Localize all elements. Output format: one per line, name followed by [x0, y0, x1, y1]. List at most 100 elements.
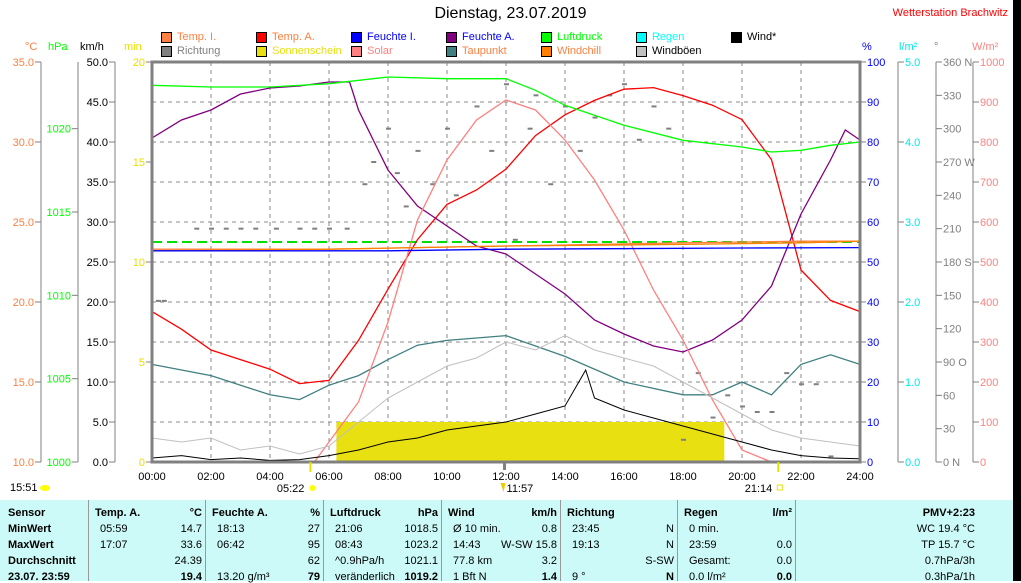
legend-label: Luftdruck — [557, 31, 603, 43]
cell-value: N — [666, 539, 674, 551]
axis-unit-wind: km/h — [80, 41, 104, 53]
stats-table: Sensor MinWert MaxWert Durchschnitt 23.07. 2… — [0, 500, 1013, 583]
legend-swatch — [351, 31, 362, 43]
legend-label: Solar — [367, 45, 393, 57]
axis-tick-label: 270 W — [943, 157, 975, 169]
cell-label: 06:42 — [217, 539, 245, 551]
legend-item: Windböen — [636, 45, 702, 57]
sunset-label: 21:14 — [745, 483, 773, 495]
cell-label: 17:07 — [100, 539, 128, 551]
axis-tick-label: 50.0 — [87, 57, 108, 69]
cell-label: ^0.9hPa/h — [335, 555, 385, 567]
legend-swatch — [256, 45, 267, 57]
direction-point — [769, 411, 775, 413]
axis-tick-label: 500 — [980, 257, 998, 269]
axis-tick-label: 360 N — [943, 57, 972, 69]
column-title: Wind — [448, 507, 475, 519]
axis-tick-label: 25.0 — [13, 217, 34, 229]
extra-value: PMV+2:23 — [922, 507, 975, 519]
direction-point — [622, 83, 627, 86]
legend-swatch — [636, 45, 647, 57]
cell-value: W-SW 15.8 — [500, 539, 557, 551]
cell-value: 62 — [307, 555, 320, 567]
direction-point — [273, 227, 279, 230]
legend-swatch — [446, 31, 457, 43]
axis-tick-label: 150 — [943, 290, 961, 302]
axis-tick-label: 20.0 — [13, 297, 34, 309]
cell-value: 95 — [307, 539, 320, 551]
axis-tick-label: 0.0 — [905, 457, 920, 469]
axis-tick-label: 1005 — [47, 374, 71, 386]
row-label: Durchschnitt — [8, 555, 76, 567]
direction-point — [161, 299, 167, 302]
axis-tick-label: 15.0 — [13, 377, 34, 389]
legend-swatch — [161, 31, 172, 43]
cell-value: 79 — [307, 571, 320, 583]
cell-value: S-SW — [645, 555, 674, 567]
direction-point — [194, 227, 200, 230]
direction-point — [209, 227, 214, 230]
legend-label: Windböen — [652, 45, 702, 57]
axis-tick-label: 100 — [980, 417, 998, 429]
legend-swatch — [446, 45, 457, 57]
direction-point — [695, 372, 701, 375]
column-title: Temp. A. — [95, 507, 141, 519]
x-tick-label: 08:00 — [374, 471, 402, 483]
cell-label: 14:43 — [453, 539, 481, 551]
column-unit: l/m² — [772, 507, 792, 519]
current-time-label: 15:51 — [10, 482, 38, 494]
direction-point — [238, 227, 244, 230]
axis-tick-label: 240 — [943, 190, 961, 202]
cell-label: 23:45 — [572, 523, 600, 535]
legend-label: Temp. I. — [177, 31, 217, 43]
legend-item: Taupunkt — [446, 45, 507, 57]
legend-item: Luftdruck — [541, 31, 602, 43]
axis-tick-label: 900 — [980, 97, 998, 109]
legend-item: Wind* — [731, 31, 776, 43]
axis-tick-label: 0 — [867, 457, 873, 469]
axis-tick-label: 40.0 — [87, 137, 108, 149]
legend-item: Feuchte A. — [446, 31, 515, 43]
cell-label: 77.8 km — [453, 555, 493, 567]
cell-label: 05:59 — [100, 523, 128, 535]
cell-value: 1.4 — [541, 571, 557, 583]
axis-tick-label: 100 — [867, 57, 885, 69]
column-unit: hPa — [417, 507, 438, 519]
direction-point — [784, 372, 790, 375]
axis-tick-label: 15 — [133, 157, 145, 169]
axis-tick-label: 1000 — [980, 57, 1004, 69]
extra-value: 0.7hPa/3h — [924, 555, 975, 567]
series-line-taupunkt — [151, 334, 861, 401]
axis-tick-label: 5 — [139, 357, 145, 369]
row-label: MinWert — [8, 523, 52, 535]
cell-label: 1 Bft N — [453, 571, 487, 583]
axis-tick-label: 300 — [980, 337, 998, 349]
cell-value: 0.0 — [776, 571, 792, 583]
legend-item: Feuchte I. — [351, 31, 416, 43]
legend-swatch — [541, 45, 552, 57]
axis-tick-label: 70 — [867, 177, 879, 189]
sunrise-label: 05:22 — [277, 483, 305, 495]
direction-point — [548, 183, 554, 186]
series-line-luftdruck — [151, 76, 861, 153]
column-unit: % — [310, 507, 320, 519]
cell-label: 0.0 l/m² — [689, 571, 726, 583]
legend-swatch — [636, 31, 647, 43]
legend-swatch — [256, 31, 267, 43]
legend-swatch — [351, 45, 362, 57]
legend-label: Windchill — [557, 45, 602, 57]
direction-point — [563, 105, 568, 108]
x-tick-label: 24:00 — [846, 471, 874, 483]
column-separator — [205, 500, 206, 581]
x-tick-label: 02:00 — [197, 471, 225, 483]
direction-point — [430, 183, 436, 186]
x-tick-label: 10:00 — [433, 471, 461, 483]
extra-value: 0.3hPa/1h — [924, 571, 975, 583]
column-separator — [795, 500, 796, 581]
legend-swatch — [731, 31, 742, 43]
column-separator — [677, 500, 678, 581]
cell-value: N — [666, 523, 674, 535]
axis-tick-label: 30 — [943, 424, 955, 436]
legend-item: Sonnenschein — [256, 45, 342, 57]
axis-tick-label: 90 — [867, 97, 879, 109]
